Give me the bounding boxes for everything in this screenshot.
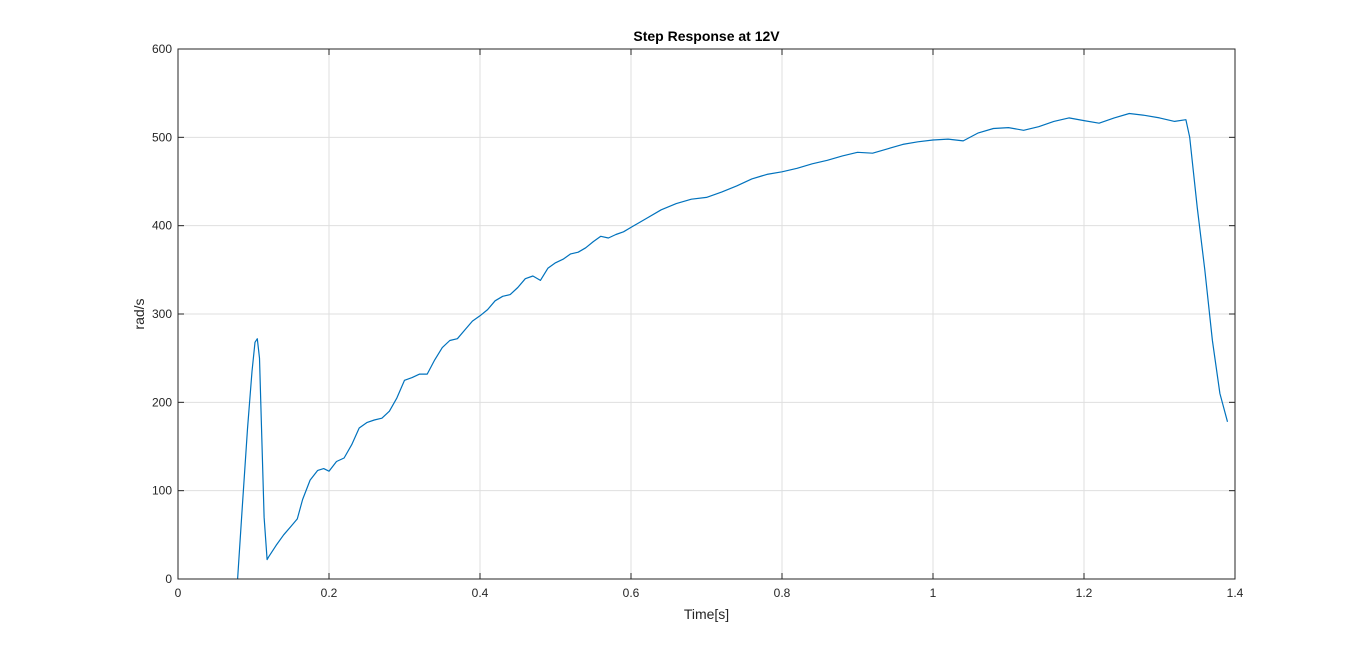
- x-tick-label: 0.4: [472, 586, 489, 600]
- x-tick-label: 1: [930, 586, 937, 600]
- y-axis-label: rad/s: [131, 298, 147, 329]
- y-tick-label: 400: [152, 219, 172, 233]
- x-tick-label: 1.4: [1227, 586, 1244, 600]
- y-tick-label: 200: [152, 395, 172, 409]
- y-ticks: 0 100 200 300 400 500 600: [152, 42, 1235, 586]
- y-tick-label: 600: [152, 42, 172, 56]
- x-tick-label: 0.8: [774, 586, 791, 600]
- y-tick-label: 100: [152, 484, 172, 498]
- series-layer: [237, 112, 1229, 580]
- x-tick-label: 0.6: [623, 586, 640, 600]
- y-tick-label: 300: [152, 307, 172, 321]
- series-line: [237, 112, 1229, 580]
- x-axis-label: Time[s]: [684, 606, 729, 622]
- y-tick-label: 500: [152, 130, 172, 144]
- x-tick-label: 0: [175, 586, 182, 600]
- x-tick-label: 1.2: [1076, 586, 1093, 600]
- y-tick-label: 0: [165, 572, 172, 586]
- chart-title: Step Response at 12V: [633, 28, 780, 44]
- y-grid: [178, 136, 1235, 492]
- x-ticks: 0 0.2 0.4 0.6 0.8 1 1.2 1.4: [175, 49, 1244, 600]
- x-tick-label: 0.2: [321, 586, 338, 600]
